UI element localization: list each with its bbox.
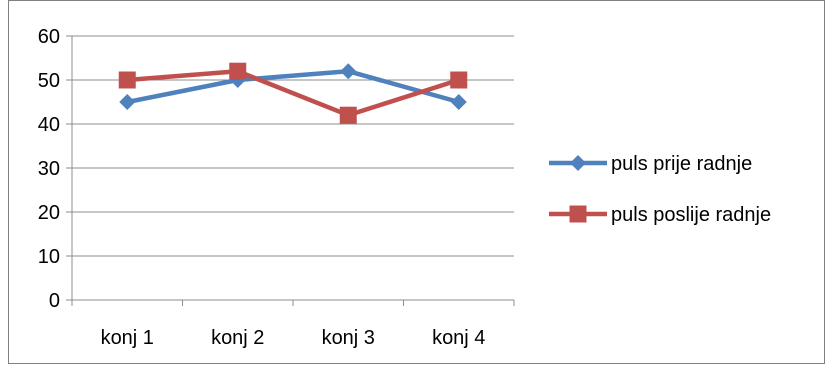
legend-item-1: puls prije radnje (549, 153, 752, 175)
data-point (229, 62, 247, 80)
y-tick-label: 20 (38, 202, 60, 224)
data-point (450, 71, 468, 89)
axes: 0 10 20 30 40 50 60 konj 1 konj 2 konj 3 konj 4 (38, 26, 515, 349)
series-line (126, 68, 460, 105)
data-point (118, 71, 136, 89)
series-2 (118, 62, 468, 124)
series-group (118, 62, 468, 124)
legend: puls prije radnje puls poslije radnje (549, 153, 771, 226)
x-tick-label: konj 3 (322, 327, 375, 349)
series-line (127, 68, 460, 118)
data-point (339, 106, 357, 124)
legend-label: puls poslije radnje (611, 204, 771, 226)
legend-item-2: puls poslije radnje (549, 204, 771, 226)
y-tick-label: 10 (38, 246, 60, 268)
data-point (340, 63, 357, 80)
y-tick-label: 40 (38, 114, 60, 136)
legend-label: puls prije radnje (611, 153, 752, 175)
data-point (450, 94, 467, 110)
y-tick-label: 30 (38, 158, 60, 180)
x-tick-label: konj 1 (101, 327, 154, 349)
y-tick-label: 0 (49, 290, 60, 312)
chart-border (8, 0, 825, 364)
x-tick-label: konj 4 (432, 327, 485, 349)
y-tick-label: 60 (38, 26, 60, 48)
data-point (119, 94, 136, 110)
legend-marker (569, 205, 587, 223)
x-tick-label: konj 2 (211, 327, 264, 349)
legend-marker (570, 155, 586, 171)
y-tick-label: 50 (38, 70, 60, 92)
